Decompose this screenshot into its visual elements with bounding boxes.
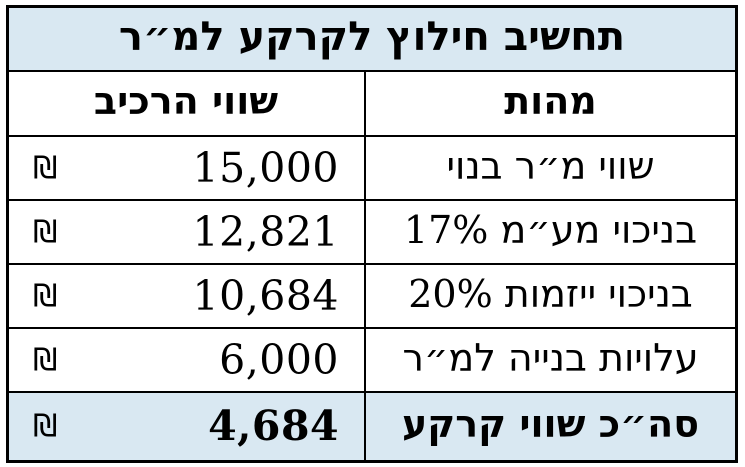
- calc-table: תחשיב חילוץ לקרקע למ״ר שווי הרכיב מהות ₪…: [6, 5, 738, 463]
- table-row: ₪ 6,000 עלויות בנייה למ״ר: [9, 329, 735, 393]
- title-row: תחשיב חילוץ לקרקע למ״ר: [9, 8, 735, 72]
- essence-cell: בניכוי מע״מ 17%: [366, 201, 735, 263]
- shekel-currency-symbol: ₪: [33, 277, 58, 314]
- essence-column-header: מהות: [504, 78, 597, 123]
- essence-column-header-cell: מהות: [366, 72, 735, 135]
- essence-label: בניכוי ייזמות 20%: [408, 271, 693, 316]
- header-row: שווי הרכיב מהות: [9, 72, 735, 137]
- total-row: ₪ 4,684 סה״כ שווי קרקע: [9, 393, 735, 460]
- essence-label: עלויות בנייה למ״ר: [402, 335, 699, 380]
- total-label: סה״כ שווי קרקע: [401, 401, 700, 446]
- table-row: ₪ 15,000 שווי מ״ר בנוי: [9, 137, 735, 201]
- value-amount: 15,000: [192, 143, 339, 192]
- total-value-cell: ₪ 4,684: [9, 393, 366, 460]
- shekel-currency-symbol: ₪: [33, 408, 58, 444]
- total-label-cell: סה״כ שווי קרקע: [366, 393, 735, 460]
- value-column-header-cell: שווי הרכיב: [9, 72, 366, 135]
- value-amount: 10,684: [192, 271, 339, 320]
- essence-label: שווי מ״ר בנוי: [446, 143, 655, 188]
- essence-cell: בניכוי ייזמות 20%: [366, 265, 735, 327]
- value-cell: ₪ 6,000: [9, 329, 366, 391]
- table-row: ₪ 12,821 בניכוי מע״מ 17%: [9, 201, 735, 265]
- value-cell: ₪ 10,684: [9, 265, 366, 327]
- essence-label: בניכוי מע״מ 17%: [403, 207, 698, 252]
- shekel-currency-symbol: ₪: [33, 149, 58, 186]
- shekel-currency-symbol: ₪: [33, 213, 58, 250]
- value-cell: ₪ 15,000: [9, 137, 366, 199]
- shekel-currency-symbol: ₪: [33, 341, 58, 378]
- value-amount: 6,000: [219, 335, 339, 384]
- essence-cell: שווי מ״ר בנוי: [366, 137, 735, 199]
- table-row: ₪ 10,684 בניכוי ייזמות 20%: [9, 265, 735, 329]
- essence-cell: עלויות בנייה למ״ר: [366, 329, 735, 391]
- table-title: תחשיב חילוץ לקרקע למ״ר: [118, 13, 626, 60]
- value-cell: ₪ 12,821: [9, 201, 366, 263]
- total-amount: 4,684: [208, 402, 339, 450]
- value-amount: 12,821: [192, 207, 339, 256]
- value-column-header: שווי הרכיב: [93, 78, 279, 123]
